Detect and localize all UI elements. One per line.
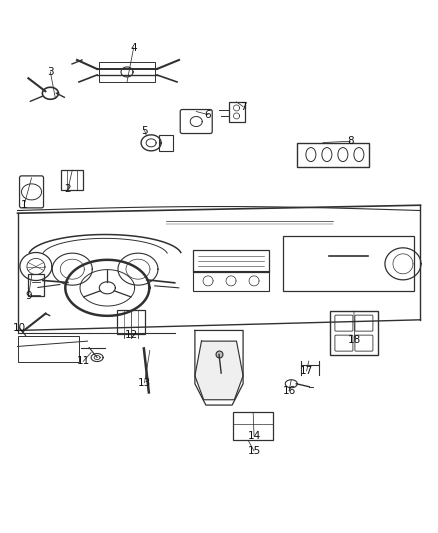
- Polygon shape: [195, 341, 243, 400]
- Text: 1: 1: [21, 200, 28, 210]
- Text: 4: 4: [130, 43, 137, 53]
- Text: 10: 10: [13, 323, 26, 333]
- Bar: [233, 413, 273, 440]
- Text: 13: 13: [138, 378, 151, 387]
- Text: 5: 5: [141, 126, 148, 135]
- Bar: [61, 170, 83, 190]
- Text: 9: 9: [25, 291, 32, 301]
- Bar: [283, 236, 414, 292]
- Text: 8: 8: [347, 136, 354, 146]
- Bar: [193, 271, 269, 291]
- Bar: [18, 336, 79, 362]
- Bar: [330, 311, 378, 355]
- Bar: [193, 250, 269, 272]
- Bar: [229, 102, 244, 122]
- Text: 15: 15: [247, 446, 261, 456]
- Text: 6: 6: [205, 110, 212, 119]
- Text: 3: 3: [47, 67, 54, 77]
- Text: 18: 18: [348, 335, 361, 345]
- Text: 16: 16: [283, 386, 296, 395]
- Text: 11: 11: [77, 357, 90, 366]
- Bar: [117, 310, 145, 335]
- Text: 2: 2: [64, 184, 71, 194]
- Bar: [297, 142, 369, 167]
- Text: 17: 17: [300, 366, 313, 376]
- Bar: [28, 274, 44, 296]
- Text: 7: 7: [240, 102, 247, 111]
- Bar: [99, 62, 155, 82]
- Text: 12: 12: [125, 330, 138, 340]
- Bar: [159, 135, 173, 151]
- Text: 14: 14: [247, 431, 261, 441]
